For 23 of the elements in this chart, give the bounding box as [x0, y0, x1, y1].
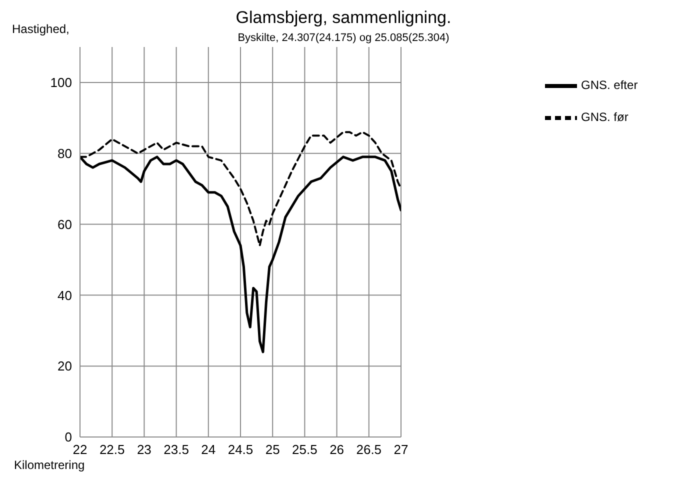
x-tick-label: 26.5	[356, 442, 382, 458]
x-tick-label: 24	[201, 442, 216, 458]
x-tick-label: 22	[72, 442, 88, 458]
y-tick-label: 80	[58, 146, 72, 161]
x-tick-label: 23	[136, 442, 152, 458]
chart-title: Glamsbjerg, sammenligning.	[236, 8, 452, 27]
x-tick-label: 23.5	[164, 442, 189, 458]
legend-label: GNS. før	[581, 110, 628, 124]
x-tick-label: 25.5	[292, 442, 318, 458]
y-tick-label: 100	[50, 75, 72, 90]
chart-subtitle: Byskilte, 24.307(24.175) og 25.085(25.304)	[238, 32, 450, 44]
x-axis-title: Kilometrering	[14, 458, 85, 472]
x-tick-label: 22.5	[99, 442, 125, 458]
y-tick-label: 40	[58, 288, 72, 303]
y-tick-label: 20	[58, 358, 72, 374]
x-tick-label: 25	[265, 442, 280, 458]
y-tick-label: 0	[64, 430, 72, 445]
legend-label: GNS. efter	[581, 78, 638, 92]
x-tick-label: 27	[394, 442, 408, 458]
x-tick-label: 26	[330, 442, 344, 458]
y-tick-label: 60	[58, 216, 72, 232]
y-axis-title: Hastighed,	[12, 22, 70, 36]
x-tick-label: 24.5	[228, 442, 254, 458]
